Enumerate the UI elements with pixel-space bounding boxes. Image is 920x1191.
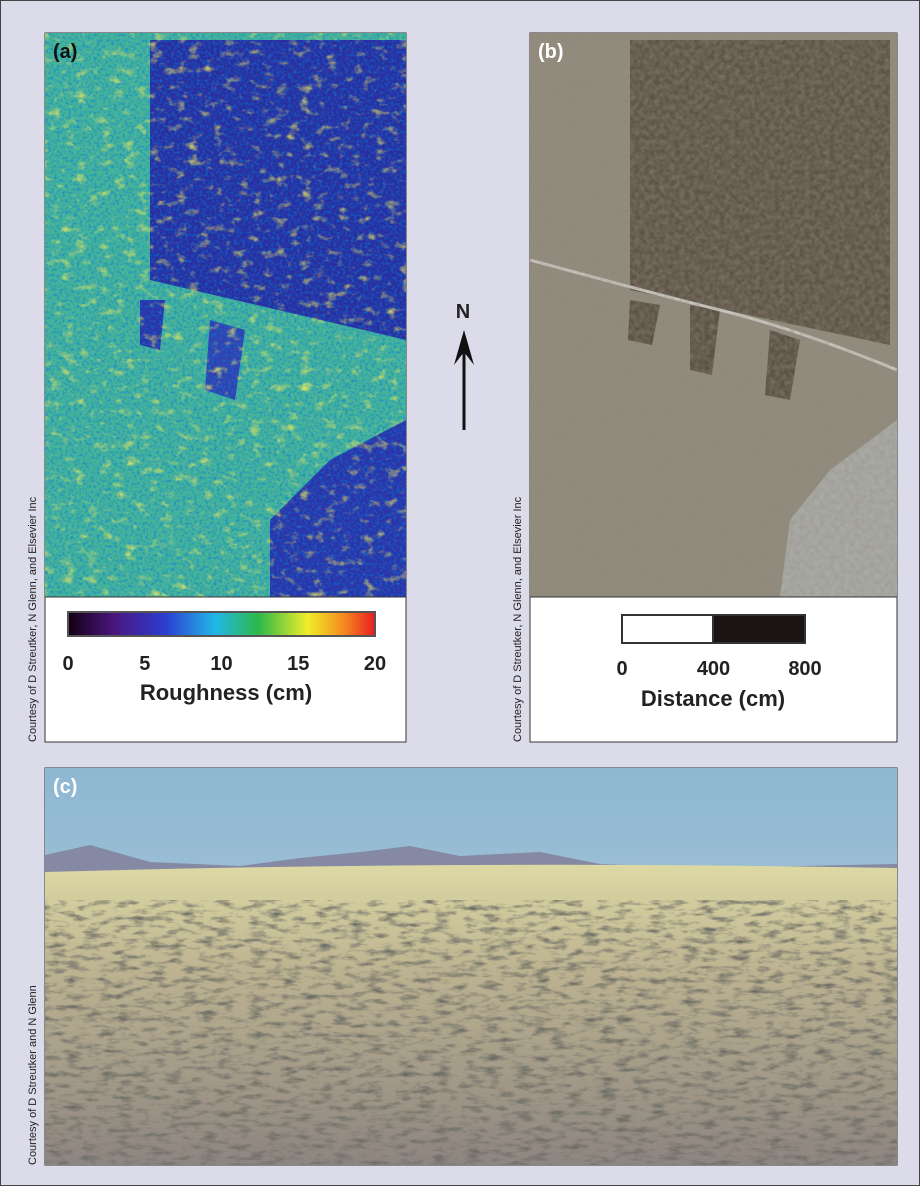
- credit: Courtesy of D Streutker, N Glenn, and El…: [512, 496, 524, 742]
- colorbar: [68, 612, 375, 636]
- panel-label: (b): [538, 41, 564, 63]
- credit: Courtesy of D Streutker, N Glenn, and El…: [27, 496, 39, 742]
- north-label: N: [456, 301, 470, 323]
- legend-tick-label: 0: [616, 658, 627, 680]
- aerial-photo: [530, 33, 897, 597]
- roughness-map: [45, 33, 406, 597]
- panel-label: (c): [53, 776, 77, 798]
- legend-title: Roughness (cm): [140, 680, 312, 705]
- landscape-photo: [45, 768, 897, 1165]
- legend-tick-label: 400: [697, 658, 730, 680]
- legend-tick-label: 5: [139, 653, 150, 675]
- legend-tick-label: 20: [364, 653, 386, 675]
- legend-tick-label: 0: [62, 653, 73, 675]
- credit: Courtesy of D Streutker and N Glenn: [27, 985, 39, 1165]
- legend-tick-label: 800: [788, 658, 821, 680]
- scalebar-white: [622, 615, 713, 643]
- scalebar-black: [713, 615, 805, 643]
- legend-tick-label: 10: [210, 653, 232, 675]
- figure: N (a) Courtesy of D Streutker, N Glenn, a…: [0, 0, 920, 1186]
- legend-tick-label: 15: [287, 653, 309, 675]
- panel-label: (a): [53, 41, 77, 63]
- legend-title: Distance (cm): [641, 686, 785, 711]
